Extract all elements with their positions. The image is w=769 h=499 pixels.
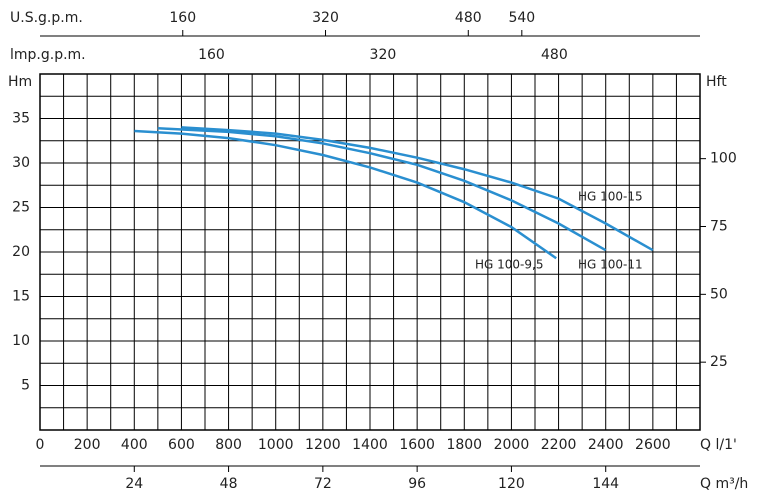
x-tick-label: 2000 bbox=[494, 437, 530, 453]
x-tick-label: 2600 bbox=[635, 437, 671, 453]
curve-label: HG 100-15 bbox=[578, 190, 643, 204]
x-tick-label: 1200 bbox=[305, 437, 341, 453]
axis-label: lmp.g.p.m. bbox=[10, 47, 86, 63]
x-tick-label: 800 bbox=[215, 437, 242, 453]
y-tick-label: 25 bbox=[12, 200, 30, 216]
axis-tick-label: 480 bbox=[455, 10, 482, 26]
x-tick-label: 2400 bbox=[588, 437, 624, 453]
y-tick-label: 35 bbox=[12, 111, 30, 127]
axis-tick-label: 320 bbox=[312, 10, 339, 26]
axis-tick-label: 120 bbox=[498, 476, 525, 492]
y2-tick-label: 75 bbox=[710, 218, 728, 234]
curve-label: HG 100-9,5 bbox=[475, 258, 543, 272]
y2-axis-label: Hft bbox=[706, 74, 727, 90]
y2-tick-label: 50 bbox=[710, 286, 728, 302]
curve-label: HG 100-11 bbox=[578, 258, 643, 272]
x-tick-label: 200 bbox=[74, 437, 101, 453]
pump-curve bbox=[157, 127, 607, 252]
y-tick-label: 10 bbox=[12, 333, 30, 349]
y2-tick-label: 100 bbox=[710, 151, 737, 167]
y-tick-label: 20 bbox=[12, 244, 30, 260]
pump-curve bbox=[134, 129, 557, 260]
x-tick-label: 0 bbox=[36, 437, 45, 453]
y2-tick-label: 25 bbox=[710, 354, 728, 370]
x-tick-label: 1400 bbox=[352, 437, 388, 453]
x-tick-label: 1000 bbox=[258, 437, 294, 453]
y-axis-label: Hm bbox=[8, 74, 32, 90]
y-tick-label: 30 bbox=[12, 155, 30, 171]
y-tick-label: 15 bbox=[12, 289, 30, 305]
axis-tick-label: 320 bbox=[370, 47, 397, 63]
x-tick-label: 600 bbox=[168, 437, 195, 453]
x-tick-label: 1600 bbox=[399, 437, 435, 453]
axis-tick-label: 24 bbox=[125, 476, 143, 492]
axis-tick-label: 72 bbox=[314, 476, 332, 492]
y-tick-label: 5 bbox=[21, 378, 30, 394]
axis-label: U.S.g.p.m. bbox=[10, 10, 83, 26]
axis-tick-label: 480 bbox=[541, 47, 568, 63]
axis-tick-label: 540 bbox=[508, 10, 535, 26]
axis-tick-label: 160 bbox=[169, 10, 196, 26]
axis-tick-label: 96 bbox=[408, 476, 426, 492]
axis-tick-label: 48 bbox=[220, 476, 238, 492]
pump-curve bbox=[181, 126, 654, 252]
axis-tick-label: 144 bbox=[592, 476, 619, 492]
x-tick-label: 2200 bbox=[541, 437, 577, 453]
x-tick-label: 1800 bbox=[446, 437, 482, 453]
axis-tick-label: 160 bbox=[198, 47, 225, 63]
axis-label: Q m³/h bbox=[700, 476, 748, 492]
x-axis-label: Q l/1' bbox=[700, 437, 737, 453]
x-tick-label: 400 bbox=[121, 437, 148, 453]
